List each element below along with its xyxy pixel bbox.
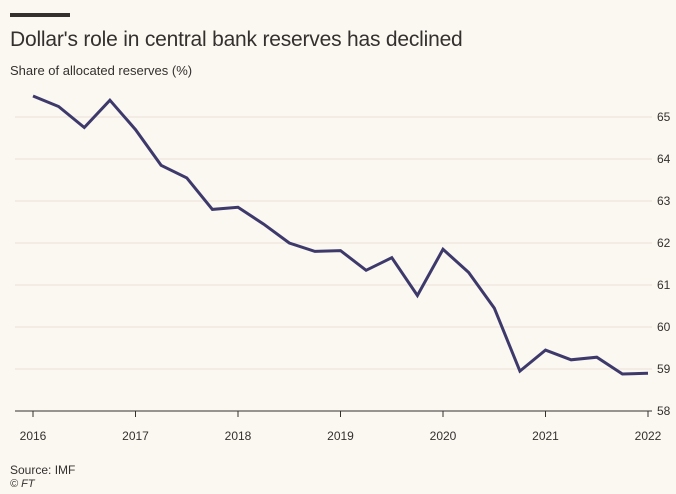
x-tick-label: 2019 — [327, 429, 354, 443]
y-axis-ticks: 58 59 60 61 62 63 64 65 — [657, 110, 671, 418]
x-tick-label: 2018 — [225, 429, 252, 443]
y-tick-label: 64 — [657, 152, 671, 166]
ft-accent-bar — [10, 13, 70, 17]
x-tick-label: 2022 — [635, 429, 662, 443]
y-tick-label: 58 — [657, 404, 671, 418]
x-tick-label: 2020 — [430, 429, 457, 443]
y-tick-label: 62 — [657, 236, 671, 250]
x-tick-label: 2021 — [532, 429, 559, 443]
x-axis-ticks: 2016 2017 2018 2019 2020 2021 2022 — [20, 411, 662, 443]
chart-title: Dollar's role in central bank reserves h… — [10, 28, 463, 51]
gridlines — [15, 116, 652, 370]
y-tick-label: 60 — [657, 320, 671, 334]
y-tick-label: 63 — [657, 194, 671, 208]
y-tick-label: 61 — [657, 278, 671, 292]
series-line — [32, 94, 649, 376]
chart-subtitle: Share of allocated reserves (%) — [10, 63, 193, 78]
y-tick-label: 59 — [657, 362, 671, 376]
source-note: Source: IMF — [10, 463, 76, 477]
ft-credit: © FT — [10, 478, 35, 490]
y-tick-label: 65 — [657, 110, 671, 124]
x-tick-label: 2017 — [122, 429, 149, 443]
x-tick-label: 2016 — [20, 429, 47, 443]
series-group — [32, 94, 649, 376]
